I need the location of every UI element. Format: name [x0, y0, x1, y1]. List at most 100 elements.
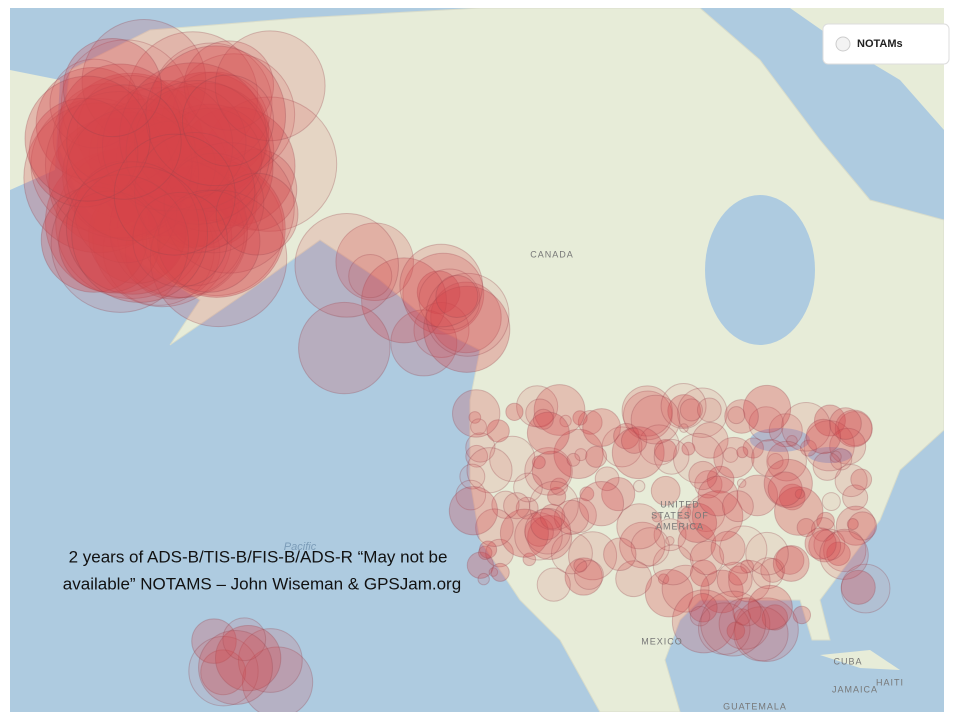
- notam-circle: [698, 602, 751, 655]
- notam-circle: [630, 394, 681, 445]
- notam-circle: [158, 107, 263, 212]
- notam-circle: [734, 597, 799, 662]
- notam-circle: [294, 213, 399, 318]
- notam-circle: [214, 30, 326, 142]
- notam-circle: [200, 649, 247, 696]
- notam-circle: [829, 427, 867, 465]
- notam-circle: [149, 161, 284, 297]
- notam-circle: [145, 103, 274, 232]
- notam-circle: [74, 160, 178, 264]
- notam-circle: [657, 573, 670, 585]
- notam-circle: [198, 630, 273, 705]
- notam-circle: [49, 58, 140, 149]
- notam-circle: [573, 558, 588, 573]
- notam-circle: [778, 483, 806, 511]
- notam-circle: [747, 584, 793, 631]
- notam-circle: [163, 152, 265, 254]
- map-label: Pacific: [284, 541, 317, 553]
- notam-circle: [116, 166, 248, 299]
- notam-circle: [644, 568, 694, 618]
- notam-circle: [561, 497, 597, 534]
- notam-circle: [425, 272, 510, 357]
- notam-circle: [465, 444, 489, 468]
- notam-circle: [553, 428, 604, 479]
- notam-circle: [700, 590, 767, 657]
- notam-circle: [201, 96, 338, 232]
- notam-circle: [696, 397, 722, 423]
- notam-circle: [763, 458, 813, 509]
- notam-circle: [572, 410, 588, 426]
- notam-circle: [615, 560, 653, 598]
- notam-circle: [688, 460, 718, 491]
- notam-circle: [125, 79, 271, 225]
- notam-circle: [96, 98, 196, 198]
- notam-circle: [772, 544, 810, 582]
- notam-circle: [516, 385, 559, 428]
- notam-circle: [88, 87, 229, 228]
- notam-circle: [671, 589, 736, 654]
- notam-circle: [689, 605, 711, 627]
- notam-circle: [399, 243, 484, 328]
- notam-circle: [816, 511, 835, 531]
- notam-circle: [430, 281, 502, 354]
- legend-toggle[interactable]: [835, 36, 851, 52]
- notam-circle: [732, 597, 762, 627]
- notam-circle: [531, 450, 572, 491]
- notam-circle: [413, 301, 470, 358]
- notam-circle: [448, 486, 499, 536]
- land-north-america: [59, 8, 944, 712]
- notam-circle: [134, 86, 247, 199]
- notam-circle: [156, 164, 239, 248]
- notam-circle: [823, 528, 867, 573]
- notam-circle: [796, 517, 816, 538]
- notam-circle: [62, 37, 162, 138]
- notam-circle: [50, 174, 190, 313]
- legend-label[interactable]: NOTAMs: [857, 38, 903, 50]
- notam-circle: [794, 488, 805, 500]
- notam-circle: [835, 505, 876, 546]
- notam-circle: [142, 71, 270, 199]
- notam-circle: [803, 420, 855, 472]
- notam-circle: [215, 148, 298, 231]
- notam-circle: [689, 540, 725, 576]
- notam-circle: [677, 387, 728, 438]
- notam-circle: [88, 186, 186, 284]
- notam-circle: [651, 512, 662, 523]
- notam-circle: [688, 593, 718, 623]
- notam-circle: [524, 517, 554, 547]
- notam-circle: [742, 437, 764, 459]
- notam-circle: [515, 496, 539, 520]
- notam-circle: [57, 72, 205, 220]
- notam-circle: [829, 407, 862, 440]
- notam-circle: [568, 531, 618, 581]
- notam-circle: [524, 447, 573, 496]
- notam-circle: [672, 432, 724, 484]
- notam-circle: [840, 569, 876, 605]
- notam-circle: [667, 394, 702, 428]
- notam-circle: [465, 432, 496, 463]
- notam-circle: [767, 471, 803, 507]
- notam-circle: [710, 530, 746, 566]
- notam-circle: [418, 268, 481, 331]
- notam-circle: [706, 465, 735, 494]
- notam-circle: [66, 84, 182, 200]
- notam-circle: [348, 254, 393, 299]
- notam-circle: [761, 604, 789, 631]
- notam-circle: [697, 475, 739, 517]
- hudson-bay: [705, 195, 815, 345]
- map-label: STATES OF: [651, 510, 709, 520]
- map-label: CANADA: [530, 249, 574, 259]
- notam-circle: [390, 309, 458, 377]
- land-siberia: [10, 70, 60, 190]
- notam-circle: [691, 490, 744, 542]
- notam-circle: [526, 411, 570, 455]
- notam-circle: [733, 608, 752, 626]
- notam-circle: [736, 446, 749, 459]
- notam-circle: [653, 438, 690, 475]
- notam-circle: [145, 45, 287, 187]
- notam-circle: [237, 628, 303, 693]
- notam-circle: [30, 97, 165, 232]
- notam-circle: [834, 409, 873, 448]
- notam-circle: [830, 448, 853, 471]
